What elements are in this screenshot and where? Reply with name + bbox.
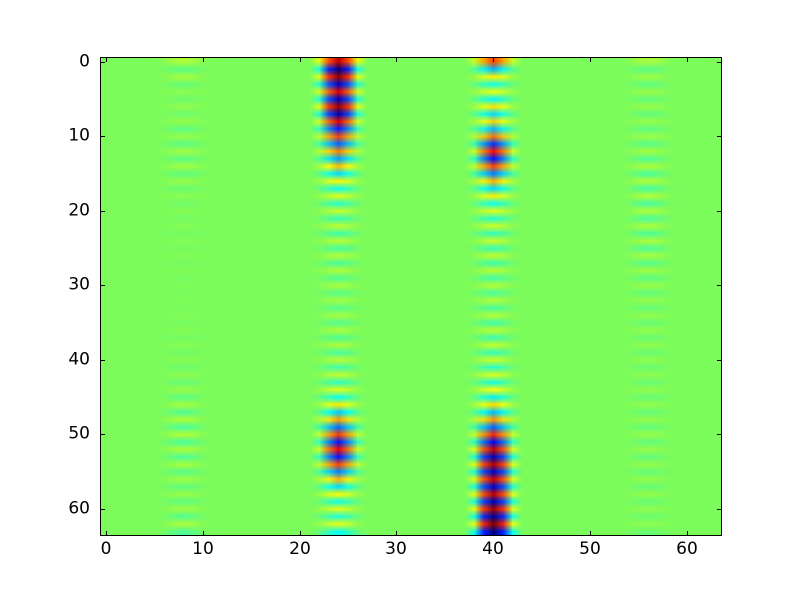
y-tick-left [101, 509, 105, 510]
y-tick-left [101, 136, 105, 137]
y-tick-label: 20 [68, 200, 90, 221]
x-tick-bottom [687, 531, 688, 535]
x-tick-top [203, 58, 204, 62]
x-tick-bottom [300, 531, 301, 535]
y-tick-label: 30 [68, 274, 90, 295]
heatmap-axes[interactable] [100, 57, 722, 536]
x-tick-bottom [106, 531, 107, 535]
x-tick-bottom [396, 531, 397, 535]
x-tick-top [106, 58, 107, 62]
x-tick-label: 30 [385, 539, 407, 559]
x-tick-top [590, 58, 591, 62]
x-tick-top [300, 58, 301, 62]
x-tick-top [493, 58, 494, 62]
y-tick-right [717, 360, 721, 361]
y-tick-right [717, 434, 721, 435]
y-tick-label: 60 [68, 498, 90, 519]
x-tick-label: 40 [482, 539, 504, 559]
x-tick-label: 60 [676, 539, 698, 559]
y-tick-left [101, 211, 105, 212]
x-tick-bottom [493, 531, 494, 535]
y-tick-label: 50 [68, 423, 90, 444]
y-tick-left [101, 360, 105, 361]
x-tick-top [687, 58, 688, 62]
x-tick-bottom [203, 531, 204, 535]
x-tick-top [396, 58, 397, 62]
y-tick-left [101, 285, 105, 286]
x-tick-label: 10 [192, 539, 214, 559]
y-tick-left [101, 434, 105, 435]
heatmap-image [101, 58, 721, 535]
y-tick-right [717, 211, 721, 212]
x-tick-label: 20 [289, 539, 311, 559]
y-tick-left [101, 62, 105, 63]
y-tick-label: 0 [79, 51, 90, 72]
x-tick-label: 0 [100, 539, 112, 559]
x-tick-label: 50 [579, 539, 601, 559]
y-tick-right [717, 509, 721, 510]
y-tick-right [717, 285, 721, 286]
y-tick-label: 40 [68, 349, 90, 370]
y-tick-right [717, 62, 721, 63]
y-tick-right [717, 136, 721, 137]
y-tick-label: 10 [68, 125, 90, 146]
x-tick-bottom [590, 531, 591, 535]
